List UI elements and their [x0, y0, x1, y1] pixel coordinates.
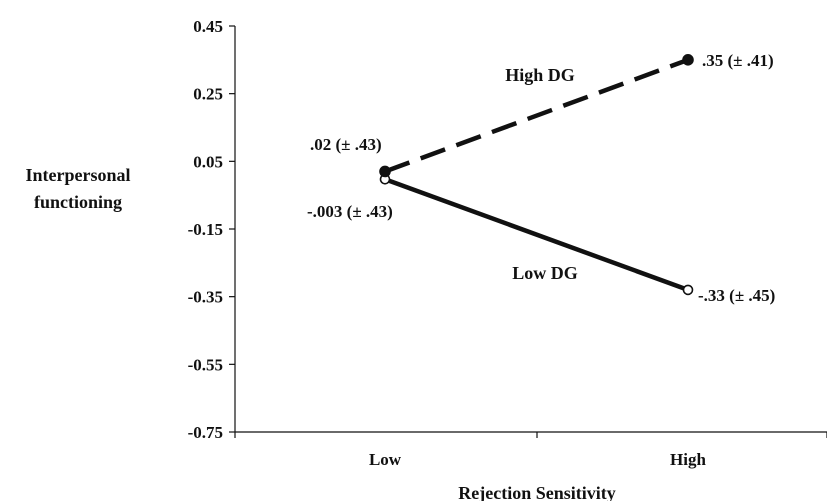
marker-high-dg-high	[683, 55, 693, 65]
y-axis-title-line-2: functioning	[34, 192, 122, 212]
data-label-low-dg-low: -.003 (± .43)	[307, 202, 393, 221]
y-tick-label-5: -0.55	[188, 355, 223, 374]
y-tick-label-3: -0.15	[188, 220, 223, 239]
data-label-high-dg-high: .35 (± .41)	[702, 51, 774, 70]
marker-low-dg-high	[684, 285, 693, 294]
x-axis-title: Rejection Sensitivity	[458, 483, 615, 501]
y-ticks: 0.45 0.25 0.05 -0.15 -0.35 -0.55 -0.75	[188, 17, 235, 442]
marker-high-dg-low	[380, 166, 390, 176]
y-tick-label-6: -0.75	[188, 423, 223, 442]
x-ticks: Low High	[235, 432, 827, 469]
x-tick-label-low: Low	[369, 450, 402, 469]
data-label-high-dg-low: .02 (± .43)	[310, 135, 382, 154]
axes	[235, 26, 827, 432]
series-label-low-dg: Low DG	[512, 263, 578, 283]
data-label-low-dg-high: -.33 (± .45)	[698, 286, 775, 305]
y-tick-label-1: 0.25	[193, 85, 223, 104]
label-layer: High DG Low DG .02 (± .43) .35 (± .41) -.003…	[307, 51, 775, 305]
y-tick-label-4: -0.35	[188, 288, 223, 307]
series-label-high-dg: High DG	[505, 65, 575, 85]
series-layer	[380, 55, 693, 295]
y-tick-label-0: 0.45	[193, 17, 223, 36]
y-tick-label-2: 0.05	[193, 152, 223, 171]
x-tick-label-high: High	[670, 450, 706, 469]
y-axis-title-line-1: Interpersonal	[26, 165, 131, 185]
